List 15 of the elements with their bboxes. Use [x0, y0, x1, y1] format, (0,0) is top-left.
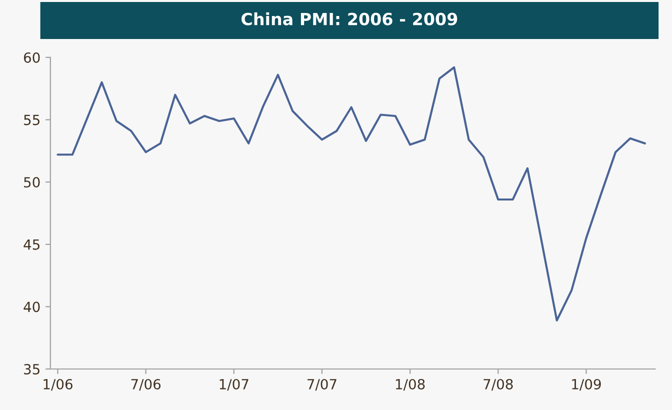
x-tick-label: 1/07 [220, 378, 248, 391]
y-tick-label: 60 [24, 52, 40, 63]
x-tick-label: 1/08 [396, 378, 425, 391]
y-tick-label: 50 [24, 177, 40, 188]
y-tick-label: 35 [24, 364, 40, 374]
x-tick-label: 7/08 [484, 378, 513, 391]
x-tick-label: 7/06 [131, 378, 161, 391]
y-tick-label: 40 [24, 302, 40, 312]
y-tick-label: 45 [24, 240, 40, 250]
x-tick-label: 1/09 [572, 378, 601, 391]
y-tick-label: 55 [24, 114, 40, 126]
x-tick-label: 1/06 [44, 378, 72, 391]
chart-title: China PMI: 2006 - 2009 [242, 12, 458, 26]
line-series [56, 66, 646, 322]
x-tick-label: 7/07 [308, 378, 336, 391]
